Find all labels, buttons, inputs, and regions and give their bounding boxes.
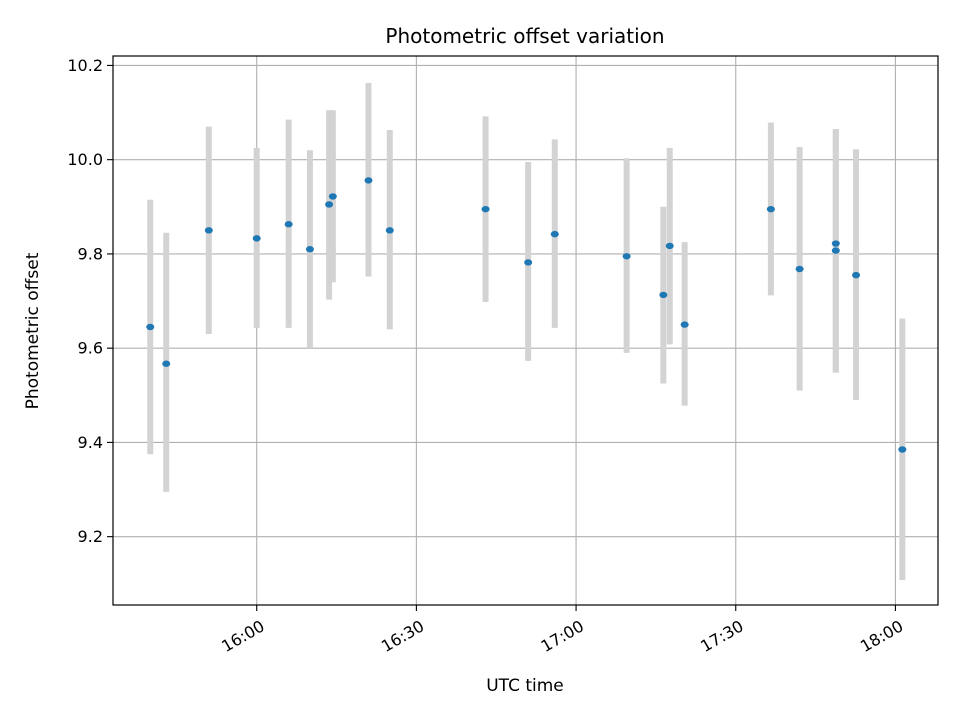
data-point — [524, 259, 533, 266]
y-tick-label: 10.2 — [67, 56, 103, 75]
data-point — [204, 227, 213, 234]
y-axis-ticks: 9.2 9.4 9.6 9.8 10.0 10.2 — [67, 56, 113, 546]
chart-title: Photometric offset variation — [385, 24, 664, 48]
data-point — [831, 247, 840, 254]
data-point — [385, 227, 394, 234]
data-point — [328, 193, 337, 200]
data-point — [622, 253, 631, 260]
y-tick-label: 10.0 — [67, 150, 103, 169]
data-point — [252, 235, 261, 242]
data-point — [364, 177, 373, 184]
data-point — [680, 321, 689, 328]
data-point — [898, 446, 907, 453]
data-point — [325, 201, 334, 208]
y-tick-label: 9.8 — [78, 244, 103, 263]
data-point — [146, 323, 155, 331]
data-points — [146, 177, 907, 453]
data-point — [665, 242, 674, 250]
x-axis-label: UTC time — [486, 676, 564, 696]
data-point — [795, 265, 804, 273]
data-point — [481, 205, 490, 213]
data-point — [305, 246, 314, 253]
y-tick-label: 9.4 — [78, 433, 103, 452]
data-point — [162, 360, 171, 367]
plot-frame — [112, 55, 939, 606]
y-axis-label: Photometric offset — [23, 252, 43, 409]
data-point — [831, 240, 840, 247]
data-point — [852, 271, 861, 279]
data-point — [659, 291, 668, 299]
data-point — [550, 230, 559, 238]
y-tick-label: 9.2 — [78, 527, 103, 546]
data-point — [284, 221, 293, 228]
data-point — [766, 205, 775, 213]
y-tick-label: 9.6 — [78, 339, 103, 358]
